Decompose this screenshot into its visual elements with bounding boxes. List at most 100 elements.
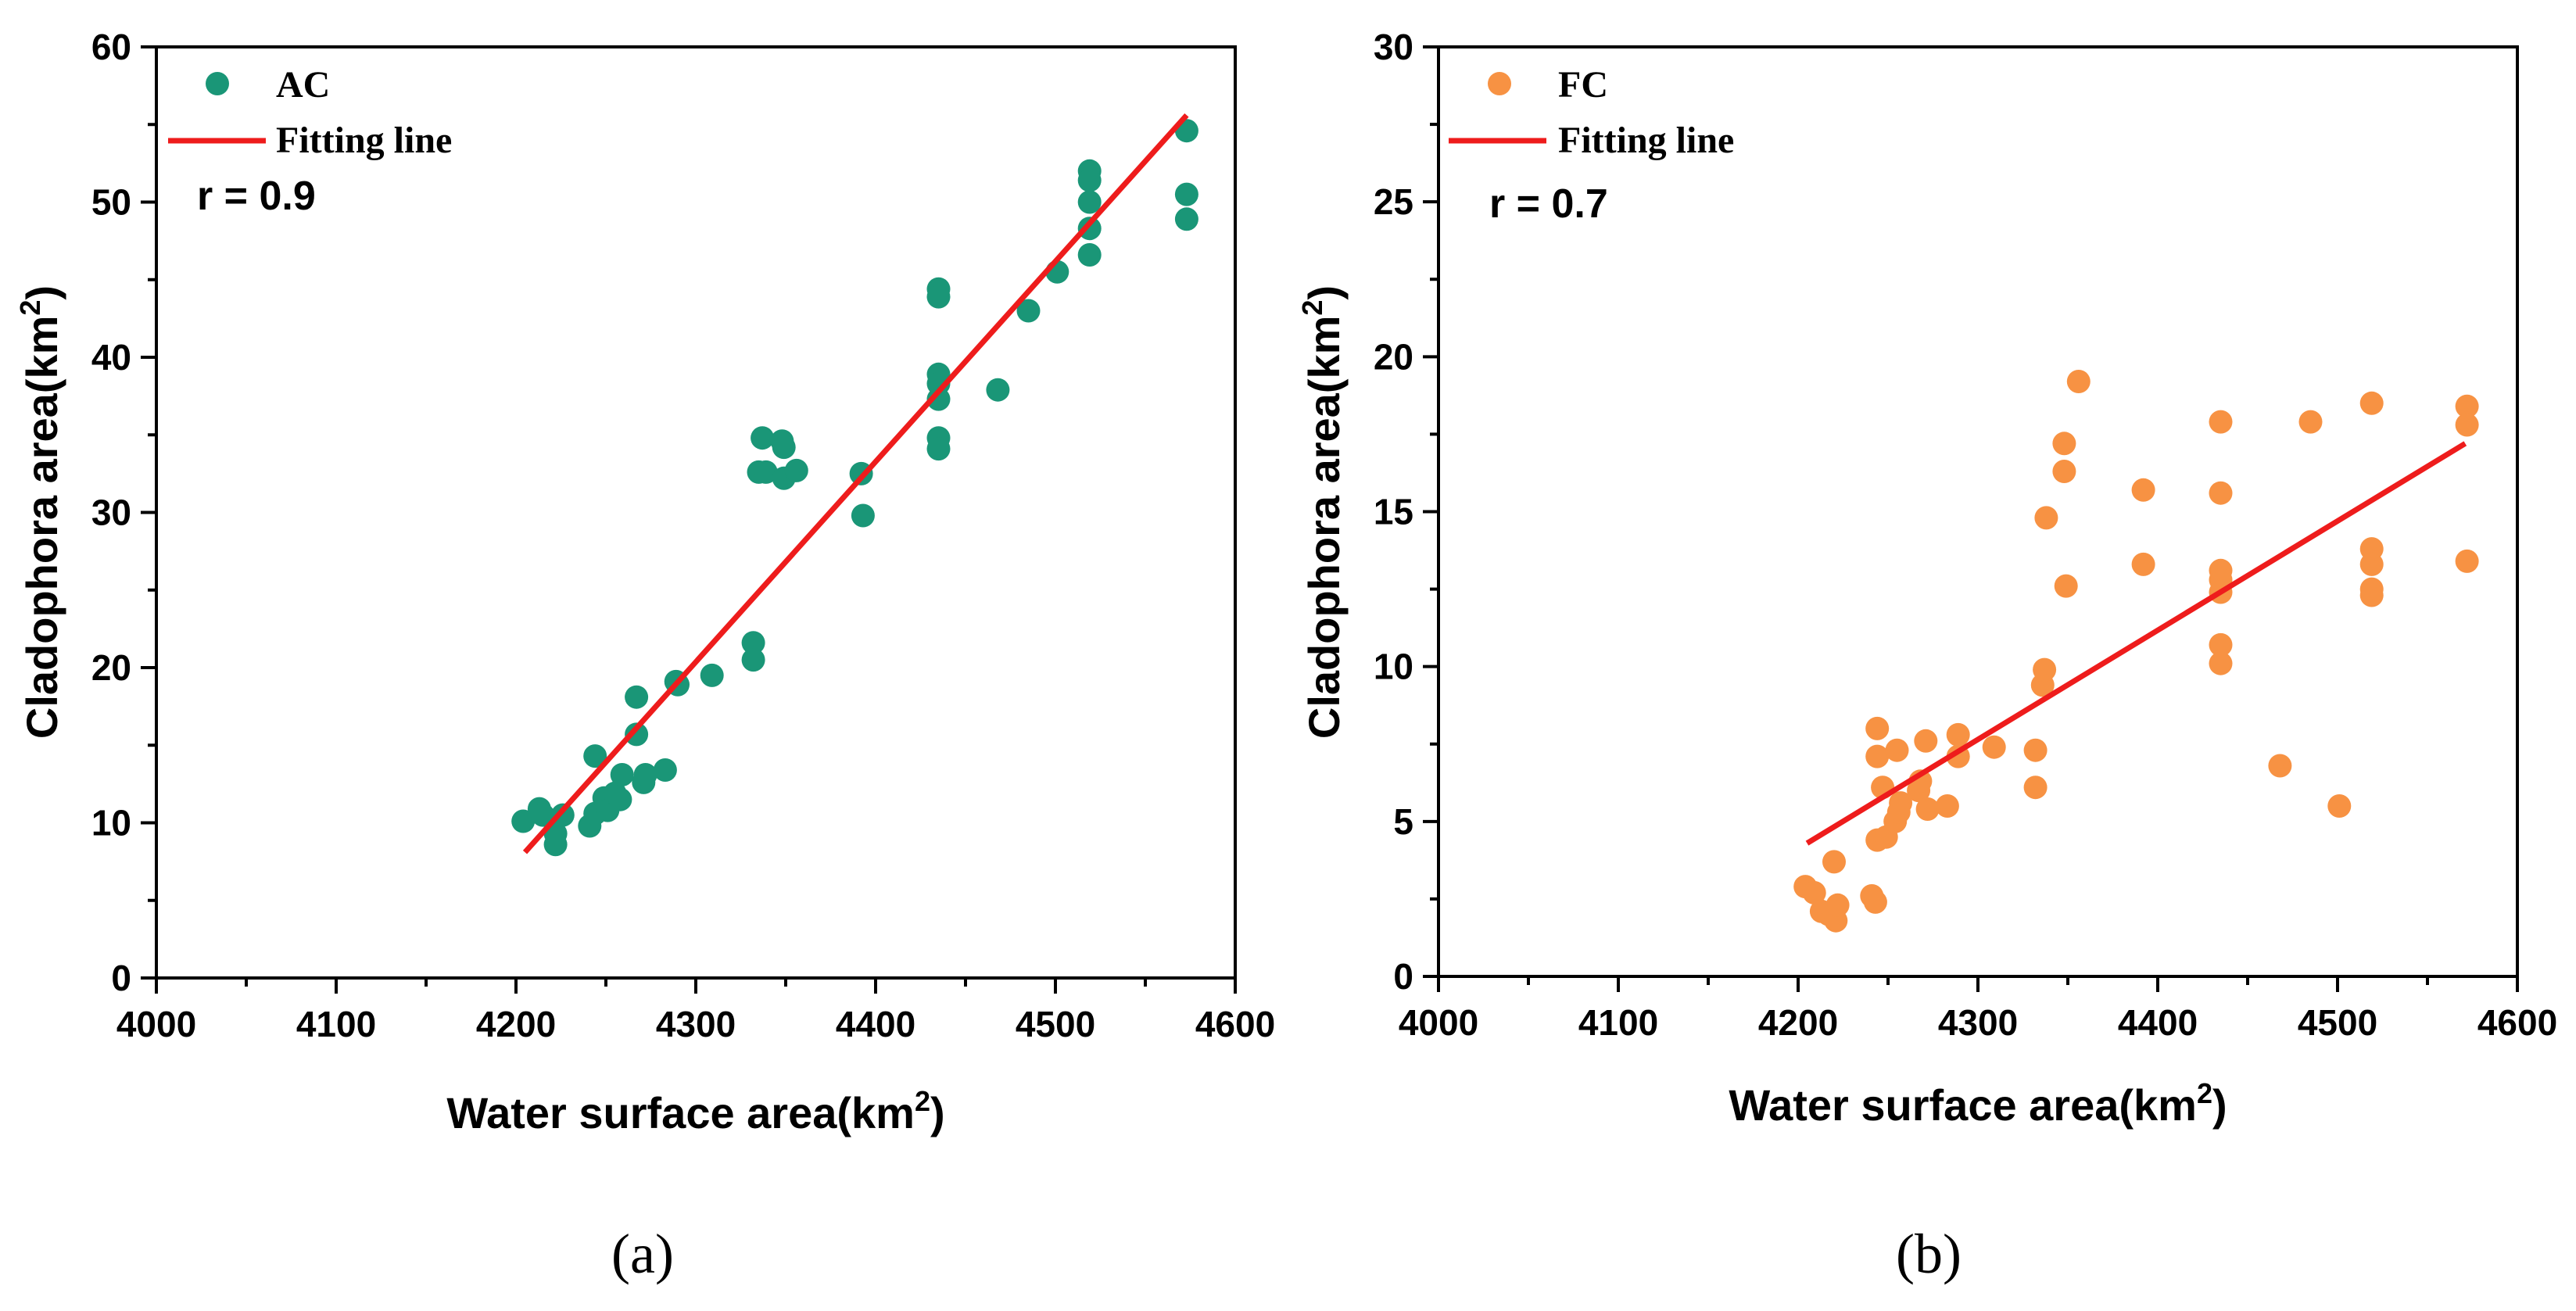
- legend-b: FC Fitting line: [1449, 64, 1734, 161]
- data-point: [1865, 717, 1889, 740]
- y-tick-label: 0: [1393, 956, 1413, 997]
- data-point: [2268, 754, 2291, 778]
- x-tick-label: 4400: [2118, 1002, 2198, 1043]
- legend-label-ac: AC: [276, 64, 330, 106]
- x-tick-label: 4600: [2477, 1002, 2557, 1043]
- chart-panel-a: 4000 4100 4200 4300 4400 4500 4600 0 10 20 30 40 50 6…: [14, 27, 1275, 1285]
- x-tick-label: 4400: [836, 1004, 915, 1044]
- data-point: [2327, 794, 2351, 818]
- x-tick-label: 4000: [1399, 1002, 1478, 1043]
- data-point: [1936, 794, 1959, 818]
- chart-panel-b: 4000 4100 4200 4300 4400 4500 4600051015202530…: [1296, 27, 2557, 1285]
- data-point: [2209, 410, 2233, 434]
- data-point: [1864, 890, 1887, 914]
- data-point: [2132, 553, 2155, 576]
- data-point: [1916, 797, 1940, 821]
- data-point: [2067, 370, 2091, 393]
- legend-marker-fc: [1488, 72, 1511, 95]
- data-point: [2132, 478, 2155, 502]
- data-point: [634, 763, 657, 786]
- y-axis-label-b: Cladophora area(km2): [1296, 285, 1349, 739]
- axis-ticks-b: 4000 4100 4200 4300 4400 4500 4600 0 5 10 15 20 25 30: [1374, 27, 2557, 1043]
- data-point: [927, 285, 951, 309]
- data-point: [611, 763, 634, 786]
- y-tick-label: 0: [111, 958, 131, 998]
- data-point: [1175, 207, 1198, 231]
- data-point: [1914, 729, 1937, 753]
- fitting-line-fc: [1807, 443, 2466, 843]
- x-axis-label-a: Water surface area(km2): [446, 1085, 944, 1137]
- x-tick-label: 4500: [1016, 1004, 1095, 1044]
- y-tick-label: 40: [91, 337, 131, 378]
- y-tick-label: 25: [1374, 181, 1413, 222]
- data-point: [700, 664, 724, 687]
- y-axis-label-a: Cladophora area(km2): [14, 285, 66, 739]
- y-tick-label: 20: [1374, 336, 1413, 377]
- x-tick-label: 4100: [296, 1004, 376, 1044]
- data-point: [2052, 432, 2076, 455]
- y-tick-label: 15: [1374, 492, 1413, 532]
- data-point: [986, 378, 1009, 402]
- data-point: [2360, 553, 2384, 576]
- data-point: [1947, 723, 1970, 747]
- y-tick-label: 10: [1374, 647, 1413, 687]
- data-point: [772, 435, 796, 459]
- fitting-line-ac: [525, 115, 1187, 852]
- x-tick-label: 4600: [1195, 1004, 1275, 1044]
- legend-label-fc: FC: [1558, 64, 1608, 106]
- data-point: [751, 426, 774, 450]
- correlation-label-b: r = 0.7: [1489, 181, 1608, 227]
- panel-caption-a: (a): [611, 1223, 674, 1285]
- y-tick-label: 5: [1393, 801, 1413, 842]
- data-point: [1822, 850, 1846, 873]
- data-point: [2209, 482, 2233, 505]
- figure: 4000 4100 4200 4300 4400 4500 4600010203040506…: [0, 0, 2576, 1311]
- data-point: [927, 437, 951, 460]
- plot-frame-a: [156, 47, 1235, 978]
- data-point: [625, 686, 648, 709]
- correlation-label-a: r = 0.9: [197, 174, 316, 219]
- data-point: [2456, 550, 2479, 573]
- legend-label-fit-a: Fitting line: [276, 120, 452, 161]
- legend-a: AC Fitting line: [168, 64, 452, 161]
- data-point: [2034, 506, 2058, 529]
- data-point: [2055, 575, 2078, 598]
- data-point: [2360, 584, 2384, 607]
- data-point: [742, 648, 765, 672]
- data-point: [851, 504, 875, 528]
- x-tick-label: 4300: [656, 1004, 736, 1044]
- data-point: [654, 758, 677, 782]
- data-point: [2024, 775, 2048, 799]
- x-tick-label: 4100: [1578, 1002, 1658, 1043]
- legend-marker-ac: [206, 72, 229, 95]
- y-tick-label: 30: [91, 493, 131, 533]
- x-tick-label: 4200: [476, 1004, 556, 1044]
- data-point: [2299, 410, 2323, 434]
- x-tick-label: 4000: [116, 1004, 196, 1044]
- data-point: [2052, 460, 2076, 483]
- data-point: [1175, 183, 1198, 206]
- data-point: [785, 459, 808, 482]
- x-tick-label: 4200: [1758, 1002, 1838, 1043]
- y-tick-label: 50: [91, 182, 131, 223]
- data-point: [2360, 392, 2384, 415]
- scatter-points-fc: [1793, 370, 2478, 933]
- legend-label-fit-b: Fitting line: [1558, 120, 1734, 161]
- panel-caption-b: (b): [1896, 1223, 1962, 1285]
- data-point: [1865, 745, 1889, 768]
- data-point: [1886, 739, 1909, 762]
- data-point: [1078, 243, 1102, 267]
- x-axis-label-b: Water surface area(km2): [1729, 1077, 2227, 1130]
- x-tick-label: 4500: [2298, 1002, 2377, 1043]
- data-point: [1078, 169, 1102, 192]
- data-point: [2209, 652, 2233, 675]
- y-tick-label: 60: [91, 27, 131, 67]
- data-point: [2033, 658, 2056, 682]
- data-point: [1983, 736, 2006, 759]
- y-tick-label: 30: [1374, 27, 1413, 67]
- data-point: [1826, 894, 1850, 917]
- y-tick-label: 10: [91, 803, 131, 844]
- y-tick-label: 20: [91, 647, 131, 688]
- data-point: [608, 788, 632, 811]
- data-point: [2024, 739, 2048, 762]
